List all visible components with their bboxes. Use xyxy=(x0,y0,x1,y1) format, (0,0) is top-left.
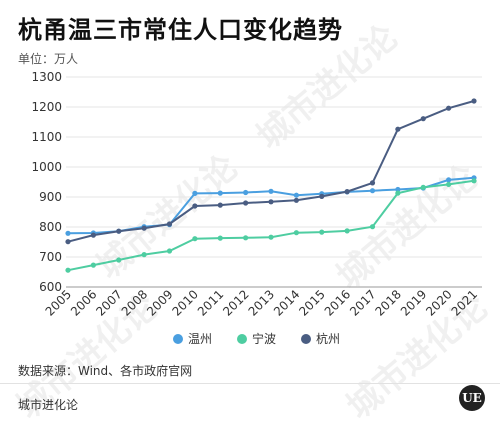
data-point xyxy=(395,126,401,132)
data-point xyxy=(319,229,325,235)
x-tick-label: 2017 xyxy=(347,287,378,318)
footer-divider xyxy=(0,383,500,384)
data-point xyxy=(420,116,426,122)
data-point xyxy=(344,189,350,195)
brand-name: 城市进化论 xyxy=(18,398,79,412)
data-point xyxy=(65,230,71,236)
data-point xyxy=(166,221,173,227)
data-point xyxy=(369,188,376,194)
y-tick-label: 1200 xyxy=(31,100,62,114)
data-point xyxy=(395,190,401,196)
data-point xyxy=(471,178,477,184)
x-tick-label: 2012 xyxy=(220,287,251,318)
data-point xyxy=(243,235,249,241)
data-point xyxy=(446,105,452,111)
data-point xyxy=(217,235,223,241)
y-tick-label: 1300 xyxy=(31,70,62,84)
data-point xyxy=(293,192,299,198)
data-point xyxy=(268,234,274,240)
x-tick-label: 2019 xyxy=(398,287,429,318)
data-point xyxy=(141,225,147,231)
data-point xyxy=(446,181,452,187)
x-tick-label: 2013 xyxy=(246,287,277,318)
legend-label: 温州 xyxy=(188,332,212,346)
data-point xyxy=(471,98,477,104)
data-point xyxy=(166,248,173,254)
data-point xyxy=(420,184,426,190)
y-tick-label: 1100 xyxy=(31,130,62,144)
data-point xyxy=(65,239,71,245)
x-tick-label: 2006 xyxy=(68,287,99,318)
data-point xyxy=(293,230,299,236)
data-point xyxy=(268,199,274,205)
x-tick-label: 2011 xyxy=(195,287,226,318)
x-tick-label: 2015 xyxy=(296,287,327,318)
x-tick-label: 2014 xyxy=(271,287,302,318)
y-tick-label: 800 xyxy=(39,220,62,234)
data-point xyxy=(217,202,223,208)
data-point xyxy=(90,262,96,268)
brand-logo: UE xyxy=(459,385,485,411)
data-point xyxy=(192,236,198,242)
data-point xyxy=(395,186,401,193)
series-line-2 xyxy=(67,100,475,243)
data-point xyxy=(446,177,452,183)
data-source: 数据来源：Wind、各市政府官网 xyxy=(18,364,193,378)
data-point xyxy=(65,267,71,273)
x-tick-label: 2008 xyxy=(119,287,150,318)
x-tick-label: 2010 xyxy=(169,287,200,318)
data-point xyxy=(369,180,376,186)
data-point xyxy=(344,228,350,234)
x-tick-label: 2018 xyxy=(372,287,403,318)
legend-marker xyxy=(173,334,183,344)
data-point xyxy=(243,200,249,206)
x-tick-label: 2009 xyxy=(144,287,175,318)
data-point xyxy=(243,189,249,196)
unit-label: 单位：万人 xyxy=(18,52,79,66)
data-point xyxy=(268,188,274,194)
y-tick-label: 900 xyxy=(39,190,62,204)
line-chart: 6007008009001000110012001300200520062007… xyxy=(31,70,482,346)
data-point xyxy=(369,224,376,230)
x-tick-label: 2021 xyxy=(449,287,480,318)
chart-title: 杭甬温三市常住人口变化趋势 xyxy=(18,16,343,44)
series-line-0 xyxy=(67,176,475,235)
legend-marker xyxy=(237,334,247,344)
y-tick-label: 700 xyxy=(39,250,62,264)
legend-label: 宁波 xyxy=(252,331,276,346)
y-tick-label: 600 xyxy=(39,280,62,294)
y-tick-label: 1000 xyxy=(31,160,62,174)
x-tick-label: 2020 xyxy=(423,287,454,318)
x-tick-label: 2016 xyxy=(322,287,353,318)
legend-marker xyxy=(301,334,311,344)
data-point xyxy=(116,228,122,234)
data-point xyxy=(116,257,122,263)
data-point xyxy=(192,203,198,209)
data-point xyxy=(90,232,96,238)
data-point xyxy=(141,252,147,258)
data-point xyxy=(293,197,299,203)
data-point xyxy=(217,190,223,196)
data-point xyxy=(319,193,325,199)
legend-label: 杭州 xyxy=(316,331,340,346)
data-point xyxy=(192,190,198,196)
x-tick-label: 2007 xyxy=(93,287,124,318)
